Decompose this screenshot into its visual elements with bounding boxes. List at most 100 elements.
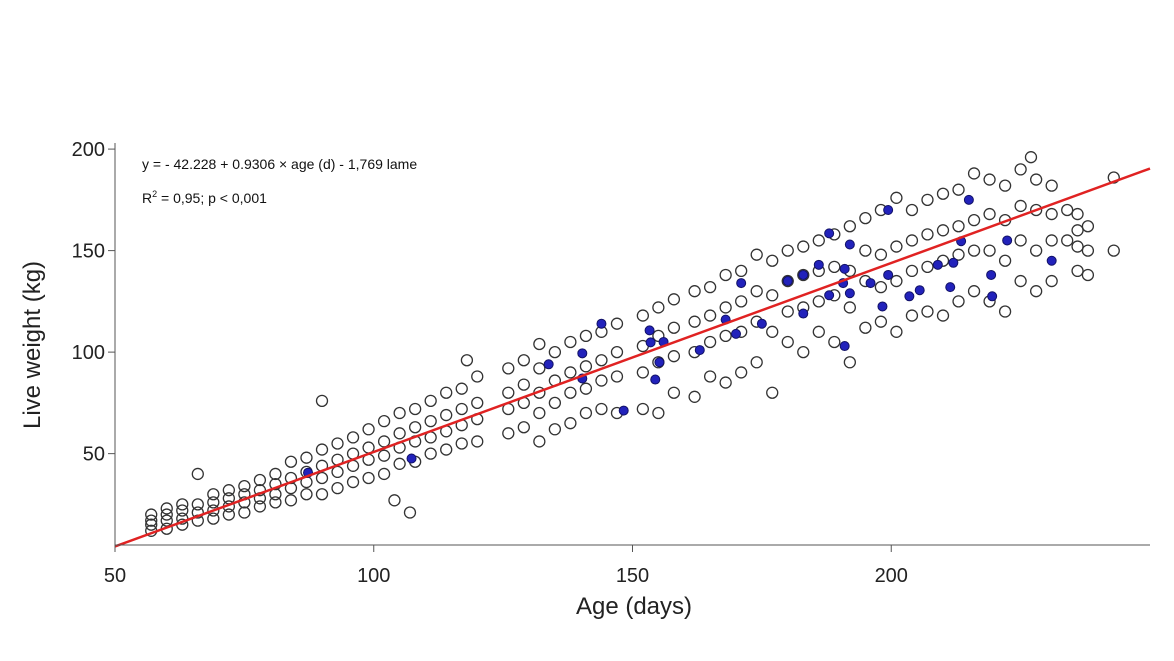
highlight-point — [654, 357, 665, 368]
data-point — [797, 345, 810, 359]
x-tick-label: 150 — [616, 565, 649, 587]
data-point — [533, 362, 546, 375]
highlight-point — [694, 345, 705, 356]
data-point — [781, 244, 794, 257]
data-point — [952, 183, 965, 196]
data-point — [424, 447, 437, 460]
data-point — [1030, 244, 1043, 257]
data-point — [921, 228, 934, 241]
data-point — [595, 402, 608, 416]
data-point — [1071, 224, 1084, 237]
data-point — [253, 500, 267, 513]
data-point — [595, 354, 608, 367]
x-tick-label: 50 — [104, 565, 126, 587]
data-point — [176, 504, 189, 517]
highlight-point — [813, 259, 824, 270]
data-point — [843, 301, 856, 314]
data-point — [766, 386, 779, 399]
data-point — [1014, 274, 1027, 288]
data-point — [688, 390, 701, 403]
highlight-point — [945, 282, 956, 293]
data-point — [222, 484, 236, 497]
data-point — [781, 335, 794, 349]
data-point — [859, 244, 872, 257]
data-point — [610, 317, 624, 330]
data-point — [548, 345, 562, 359]
data-point — [408, 402, 422, 416]
data-points — [145, 151, 1120, 537]
r-squared-annotation: R2 = 0,95; p < 0,001 — [142, 189, 267, 206]
data-point — [1081, 220, 1095, 233]
data-point — [176, 498, 189, 511]
data-point — [874, 248, 888, 261]
data-point — [667, 321, 681, 334]
data-point — [207, 488, 220, 501]
data-point — [502, 427, 515, 440]
y-tick-label: 50 — [83, 444, 105, 466]
data-point — [610, 370, 624, 383]
data-point — [703, 281, 717, 294]
data-point — [362, 471, 375, 485]
data-point — [564, 417, 577, 430]
highlight-point — [736, 278, 747, 289]
data-point — [300, 488, 313, 501]
highlight-point — [948, 257, 959, 268]
data-point — [424, 415, 437, 428]
data-point — [471, 435, 484, 448]
highlight-point — [963, 194, 974, 205]
data-point — [967, 285, 981, 298]
highlight-point — [932, 259, 943, 270]
highlight-point — [986, 269, 997, 280]
data-point — [1045, 274, 1058, 288]
highlight-point — [406, 453, 417, 464]
data-point — [998, 179, 1012, 192]
highlight-point — [824, 228, 835, 239]
data-point — [145, 518, 158, 531]
data-point — [1030, 285, 1043, 298]
data-point — [828, 260, 841, 273]
data-point — [207, 504, 220, 517]
x-tick-label: 200 — [875, 565, 908, 587]
regression-line — [114, 167, 1151, 548]
x-tick-label: 100 — [357, 565, 390, 587]
data-point — [517, 421, 530, 434]
data-point — [238, 479, 251, 493]
data-point — [455, 382, 468, 395]
data-point — [533, 337, 546, 351]
data-point — [983, 244, 996, 257]
data-point — [998, 305, 1012, 318]
highlight-point — [731, 328, 741, 339]
data-point — [403, 506, 417, 519]
data-point — [533, 406, 546, 420]
data-point — [952, 248, 965, 261]
data-point — [269, 477, 282, 491]
data-point — [1030, 173, 1043, 186]
data-point — [1061, 234, 1074, 247]
data-point — [735, 264, 748, 278]
data-point — [145, 514, 158, 527]
data-point — [812, 325, 825, 338]
regression-equation: y = - 42.228 + 0.9306 × age (d) - 1,769 … — [142, 156, 417, 172]
highlight-point — [839, 263, 850, 274]
data-point — [579, 382, 593, 395]
data-point — [667, 350, 681, 363]
data-point — [735, 295, 748, 308]
data-point — [1061, 203, 1074, 217]
data-point — [160, 502, 173, 515]
data-point — [579, 406, 593, 420]
highlight-point — [798, 308, 809, 319]
highlight-point — [645, 337, 656, 348]
data-point — [1107, 244, 1120, 257]
data-point — [1014, 234, 1027, 247]
data-point — [269, 467, 282, 481]
data-point — [921, 193, 934, 206]
highlight-point — [839, 341, 850, 352]
data-point — [828, 335, 841, 349]
data-point — [890, 191, 903, 204]
highlight-point — [756, 318, 767, 329]
data-point — [160, 508, 173, 521]
data-point — [388, 494, 401, 507]
highlight-point — [914, 285, 925, 296]
data-point — [517, 378, 530, 391]
data-point — [564, 366, 577, 379]
